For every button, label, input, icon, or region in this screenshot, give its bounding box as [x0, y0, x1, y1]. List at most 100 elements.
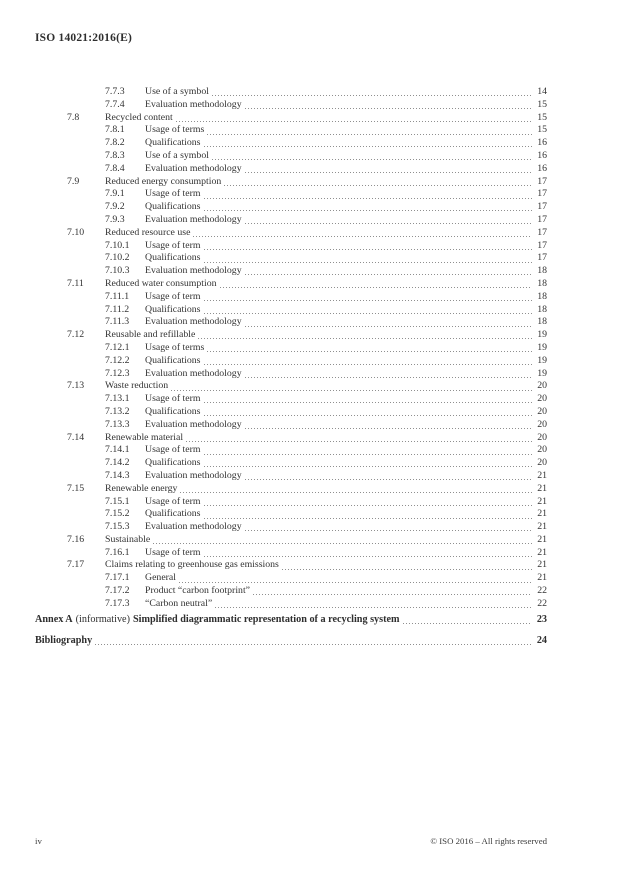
- dot-leader: [244, 530, 532, 532]
- toc-entry-number: 7.10: [67, 226, 85, 238]
- toc-entry-number: 7.12.3: [105, 367, 130, 379]
- toc-entry-page: 17: [537, 175, 547, 187]
- toc-entry-page: 17: [537, 188, 547, 200]
- toc-entry-title: Use of a symbol: [145, 149, 209, 161]
- dot-leader: [193, 236, 532, 238]
- toc-entry-number: 7.8.1: [105, 124, 125, 136]
- toc-bibliography-entry: Bibliography 24: [35, 634, 547, 648]
- toc-entry-page: 21: [537, 521, 547, 533]
- dot-leader: [281, 568, 532, 570]
- toc-entry-page: 20: [537, 431, 547, 443]
- toc-entry-page: 20: [537, 393, 547, 405]
- dot-leader: [244, 274, 532, 276]
- toc-entry: 7.15.2 Qualifications 21: [35, 508, 547, 521]
- toc-entry-title: “Carbon neutral”: [145, 597, 213, 609]
- toc-entry-page: 17: [537, 252, 547, 264]
- toc-entry-title: Product “carbon footprint”: [145, 585, 251, 597]
- toc-entry: 7.17.2 Product “carbon footprint” 22: [35, 585, 547, 598]
- toc-entry-page: 20: [537, 444, 547, 456]
- dot-leader: [244, 108, 532, 110]
- toc-entry-number: 7.7.3: [105, 86, 125, 97]
- toc-entry-number: 7.11: [67, 277, 84, 289]
- dot-leader: [244, 223, 532, 225]
- toc-entry-page: 17: [537, 213, 547, 225]
- toc-entry-number: 7.10.3: [105, 265, 130, 277]
- toc-entry-title: Use of a symbol: [145, 86, 209, 97]
- toc-entry-number: 7.14.2: [105, 457, 130, 469]
- dot-leader: [203, 248, 532, 250]
- dot-leader: [207, 133, 532, 135]
- footer-copyright: © ISO 2016 – All rights reserved: [430, 836, 547, 846]
- toc-entry-title: Waste reduction: [105, 380, 169, 392]
- toc-entry-number: 7.8.2: [105, 137, 125, 149]
- toc-entry-page: 20: [537, 457, 547, 469]
- toc-entry: 7.15.1 Usage of term 21: [35, 496, 547, 509]
- toc-entry-number: 7.14: [67, 431, 85, 443]
- toc-entry-number: 7.13: [67, 380, 85, 392]
- toc-entry-number: 7.11.3: [105, 316, 130, 328]
- dot-leader: [224, 184, 532, 186]
- toc-entry-page: 15: [537, 98, 547, 110]
- toc-entry-number: 7.9.2: [105, 201, 125, 213]
- toc-entry-title: Usage of term: [145, 290, 201, 302]
- toc-entry-number: 7.9: [67, 175, 80, 187]
- toc-entry-number: 7.12.1: [105, 341, 130, 353]
- toc-entry-page: 16: [537, 149, 547, 161]
- toc-entry-title: General: [145, 572, 177, 584]
- toc-entry: 7.11.1 Usage of term 18: [35, 291, 547, 304]
- toc-entry: 7.9 Reduced energy consumption 17: [35, 176, 547, 189]
- toc-entry: 7.10.2 Qualifications 17: [35, 252, 547, 265]
- toc-entry-page: 22: [537, 585, 547, 597]
- toc-entry-page: 19: [537, 329, 547, 341]
- toc-entry: 7.9.1 Usage of term 17: [35, 188, 547, 201]
- dot-leader: [215, 607, 532, 609]
- dot-leader: [203, 312, 532, 314]
- toc-entry: 7.15.3 Evaluation methodology 21: [35, 521, 547, 534]
- toc-entry: 7.10.1 Usage of term 17: [35, 240, 547, 253]
- toc-entry-number: 7.14.1: [105, 444, 130, 456]
- toc-entry-number: 7.17: [67, 559, 85, 571]
- toc-entry-number: 7.12.2: [105, 354, 130, 366]
- toc-entry-number: 7.17.3: [105, 597, 130, 609]
- toc-entry-number: 7.17.2: [105, 585, 130, 597]
- document-footer: iv © ISO 2016 – All rights reserved: [35, 836, 547, 846]
- toc-entry: 7.8.1 Usage of terms 15: [35, 124, 547, 137]
- toc-entry-page: 20: [537, 405, 547, 417]
- toc-entry-number: 7.15.1: [105, 495, 130, 507]
- toc-entry-number: 7.7.4: [105, 98, 125, 110]
- dot-leader: [186, 440, 532, 442]
- toc-entry: 7.14.1 Usage of term 20: [35, 444, 547, 457]
- annex-page-number: 23: [536, 613, 547, 625]
- toc-entry-number: 7.8: [67, 111, 80, 123]
- toc-entry-number: 7.17.1: [105, 572, 130, 584]
- dot-leader: [253, 594, 532, 596]
- toc-entry-title: Evaluation methodology: [145, 418, 242, 430]
- toc-entry-title: Usage of terms: [145, 124, 205, 136]
- footer-page-label: iv: [35, 836, 42, 846]
- toc-entry: 7.10.3 Evaluation methodology 18: [35, 265, 547, 278]
- toc-entry-title: Usage of term: [145, 188, 201, 200]
- toc-entry: 7.9.2 Qualifications 17: [35, 201, 547, 214]
- toc-entry-title: Renewable energy: [105, 482, 178, 494]
- toc-entry-page: 17: [537, 201, 547, 213]
- toc-entry-page: 21: [537, 559, 547, 571]
- toc-entry: 7.14 Renewable material 20: [35, 432, 547, 445]
- toc-entry-page: 21: [537, 508, 547, 520]
- toc-entry: 7.8.2 Qualifications 16: [35, 137, 547, 150]
- toc-entry-page: 15: [537, 111, 547, 123]
- toc-entry-page: 19: [537, 354, 547, 366]
- toc-entry-title: Evaluation methodology: [145, 162, 242, 174]
- toc-entry-title: Renewable material: [105, 431, 184, 443]
- toc-entry-title: Qualifications: [145, 354, 201, 366]
- toc-entry: 7.8 Recycled content 15: [35, 112, 547, 125]
- toc-entry-title: Evaluation methodology: [145, 469, 242, 481]
- toc-entry: 7.16.1 Usage of term 21: [35, 547, 547, 560]
- toc-entry: 7.12.2 Qualifications 19: [35, 355, 547, 368]
- dot-leader: [203, 146, 532, 148]
- toc-entry: 7.7.3 Use of a symbol 14: [35, 86, 547, 99]
- toc-entry: 7.11 Reduced water consumption 18: [35, 278, 547, 291]
- toc-entry-title: Recycled content: [105, 111, 173, 123]
- toc-entry-title: Reduced water consumption: [105, 277, 217, 289]
- toc-entry-page: 16: [537, 162, 547, 174]
